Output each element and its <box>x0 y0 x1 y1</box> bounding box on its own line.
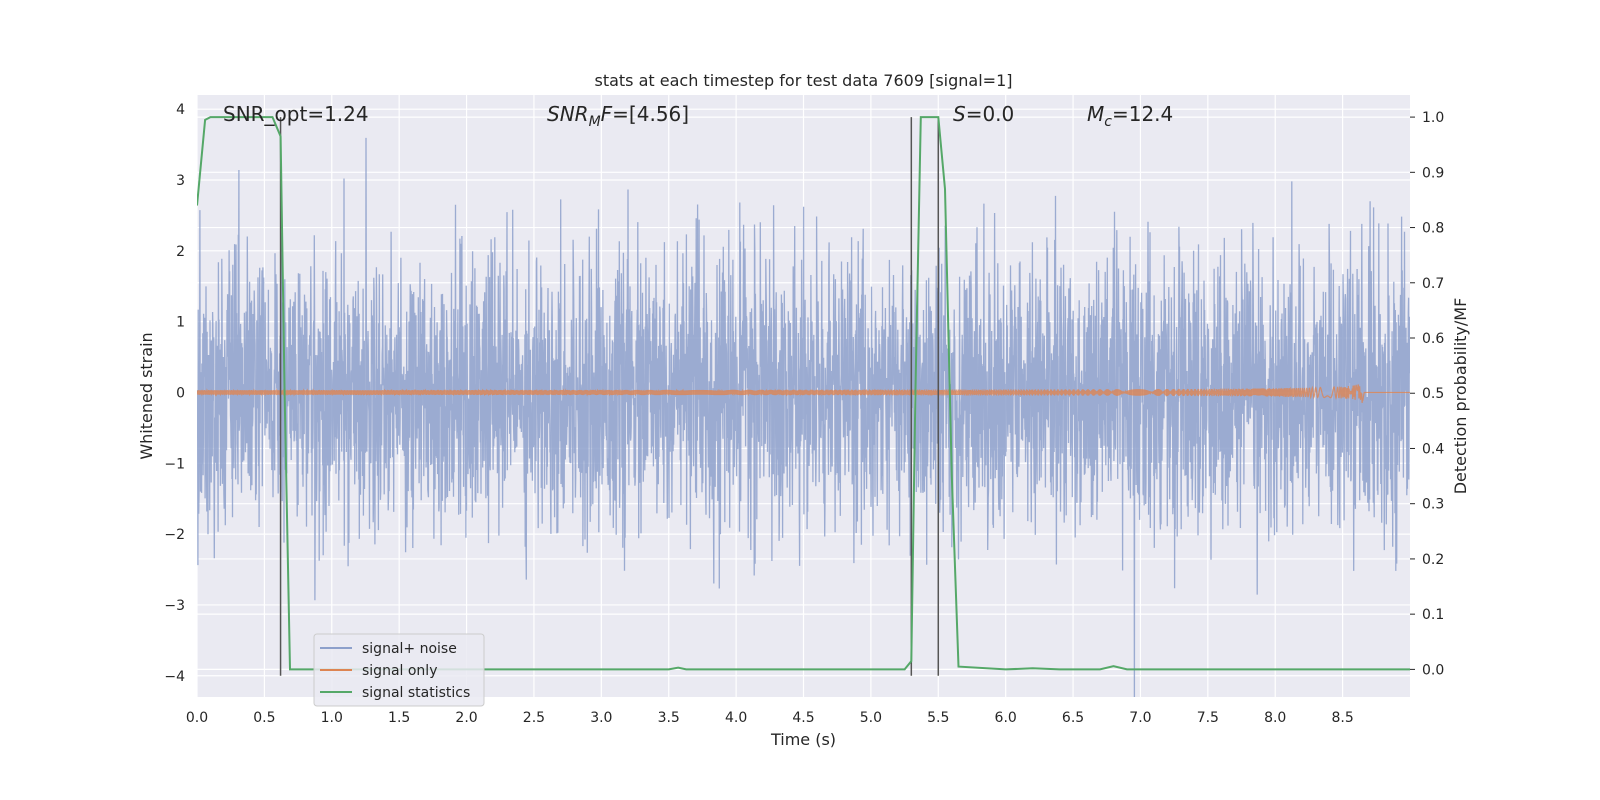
y2-tick-label: 0.7 <box>1422 276 1444 292</box>
x-tick-label: 0.0 <box>186 710 208 726</box>
tick-layer: 0.0 0.5 1.0 1.5 2.0 2.5 3.0 3.5 4.0 4.5 5.0 5.5 6.0 6… <box>164 102 1444 726</box>
y2-tick-label: 0.6 <box>1422 331 1444 347</box>
y2-tick-label: 1.0 <box>1422 110 1444 126</box>
y-tick-label: −3 <box>164 598 185 614</box>
x-axis-label: Time (s) <box>770 730 836 749</box>
y2-tick-label: 0.4 <box>1422 441 1444 457</box>
x-tick-label: 1.0 <box>321 710 343 726</box>
legend-box <box>313 633 485 707</box>
y2-tick-label: 0.5 <box>1422 386 1444 402</box>
annotation-snr-mf-subscript: M <box>589 114 601 130</box>
x-tick-label: 0.5 <box>253 710 275 726</box>
y2-tick-label: 0.3 <box>1422 497 1444 513</box>
x-tick-label: 6.0 <box>995 710 1017 726</box>
annotation-snr-mf-suffix: F <box>601 102 613 126</box>
y2-tick-label: 0.8 <box>1422 221 1444 237</box>
annotation-snr-opt: SNR_opt=1.24 <box>223 102 369 126</box>
x-tick-label: 7.5 <box>1197 710 1219 726</box>
y-tick-label: 1 <box>176 315 185 331</box>
y2-tick-label: 0.2 <box>1422 552 1444 568</box>
legend: signal+ noise signal only signal statistic… <box>313 633 485 707</box>
annotation-snr-mf-symbol: SNR <box>547 102 589 126</box>
x-tick-label: 4.5 <box>792 710 814 726</box>
x-tick-label: 8.0 <box>1264 710 1286 726</box>
series-signal-noise <box>197 137 1410 697</box>
annotation-s: S=0.0 <box>953 102 1014 126</box>
chart-title: stats at each timestep for test data 760… <box>594 71 1012 90</box>
y-tick-label: −4 <box>164 669 185 685</box>
legend-label: signal only <box>362 663 437 679</box>
x-tick-label: 3.0 <box>590 710 612 726</box>
y2-tick-label: 0.1 <box>1422 607 1444 623</box>
annotation-snr-mf-value: =[4.56] <box>612 102 689 126</box>
y2-tick-label: 0.9 <box>1422 165 1444 181</box>
annotation-mc-symbol: M <box>1087 102 1104 126</box>
x-tick-label: 5.0 <box>860 710 882 726</box>
x-tick-label: 3.5 <box>658 710 680 726</box>
y-axis-label: Whitened strain <box>137 332 156 459</box>
y-tick-label: −2 <box>164 527 185 543</box>
annotation-mc-subscript: c <box>1104 114 1112 130</box>
y-tick-label: 4 <box>176 102 185 118</box>
y2-axis-label: Detection probability/MF <box>1451 298 1470 495</box>
x-tick-label: 2.0 <box>455 710 477 726</box>
x-tick-label: 7.0 <box>1129 710 1151 726</box>
x-tick-label: 8.5 <box>1331 710 1353 726</box>
y-tick-label: 3 <box>176 173 185 189</box>
annotation-s-value: =0.0 <box>966 102 1015 126</box>
x-tick-label: 6.5 <box>1062 710 1084 726</box>
data-layer <box>197 116 1410 697</box>
y-tick-label: −1 <box>164 456 185 472</box>
annotation-s-symbol: S <box>953 102 966 126</box>
series-signal-statistics <box>197 116 1410 671</box>
annotation-mc-value: =12.4 <box>1112 102 1173 126</box>
x-tick-label: 1.5 <box>388 710 410 726</box>
annotation-mc: Mc=12.4 <box>1087 102 1173 130</box>
y-tick-label: 2 <box>176 244 185 260</box>
series-signal-only <box>197 384 1410 403</box>
x-tick-label: 4.0 <box>725 710 747 726</box>
y-tick-label: 0 <box>176 385 185 401</box>
x-tick-label: 5.5 <box>927 710 949 726</box>
y2-tick-label: 0.0 <box>1422 662 1444 678</box>
legend-label: signal+ noise <box>362 641 457 657</box>
annotation-snr-mf: SNRMF=[4.56] <box>547 102 689 130</box>
annotation-layer: SNR_opt=1.24 SNRMF=[4.56] S=0.0 Mc=12.4 <box>223 102 1173 130</box>
x-tick-label: 2.5 <box>523 710 545 726</box>
legend-label: signal statistics <box>362 685 470 701</box>
